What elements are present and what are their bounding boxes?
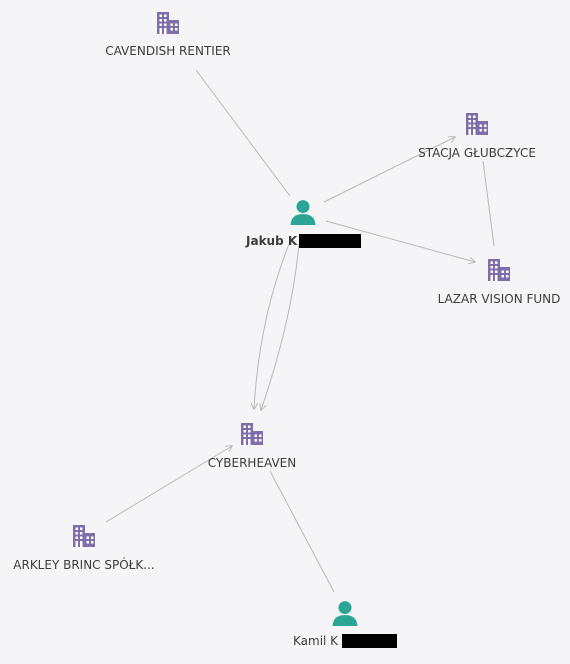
edge-jakub-stacja	[323, 137, 455, 203]
node-label-arkley: ARKLEY BRINC SPÓŁK...	[13, 557, 154, 572]
person-node-kamil[interactable]: Kamil K	[293, 601, 397, 648]
building-icon	[73, 525, 95, 547]
person-icon	[290, 200, 316, 225]
company-node-cavendish[interactable]: CAVENDISH RENTIER	[105, 12, 231, 58]
edge-jakub-lazar	[325, 220, 475, 262]
node-label-cavendish: CAVENDISH RENTIER	[105, 44, 231, 58]
node-label-stacja: STACJA GŁUBCZYCE	[418, 146, 536, 160]
building-icon	[241, 423, 263, 445]
building-icon	[157, 12, 179, 34]
edge-jakub-cyberheaven-2	[261, 243, 300, 410]
edge-cyberheaven-kamil	[269, 470, 335, 593]
company-node-cyberheaven[interactable]: CYBERHEAVEN	[208, 423, 296, 470]
person-icon	[332, 601, 358, 626]
company-node-stacja[interactable]: STACJA GŁUBCZYCE	[418, 113, 536, 160]
edge-stacja-lazar	[482, 160, 495, 247]
node-label-lazar: LAZAR VISION FUND	[438, 292, 561, 306]
edges-layer	[105, 69, 495, 593]
redaction-bar	[342, 634, 397, 648]
node-label-kamil: Kamil K	[293, 634, 339, 648]
edge-jakub-cyberheaven-1	[254, 243, 290, 409]
company-node-arkley[interactable]: ARKLEY BRINC SPÓŁK...	[13, 525, 155, 572]
person-node-jakub[interactable]: Jakub K	[245, 200, 361, 248]
building-icon	[488, 259, 510, 281]
building-icon	[466, 113, 488, 135]
node-label-cyberheaven: CYBERHEAVEN	[208, 456, 296, 470]
edge-arkley-cyberheaven	[105, 446, 232, 523]
node-label-jakub: Jakub K	[245, 234, 298, 248]
company-node-lazar[interactable]: LAZAR VISION FUND	[438, 259, 561, 306]
edge-cavendish-jakub	[195, 69, 291, 197]
redaction-bar	[299, 234, 361, 248]
